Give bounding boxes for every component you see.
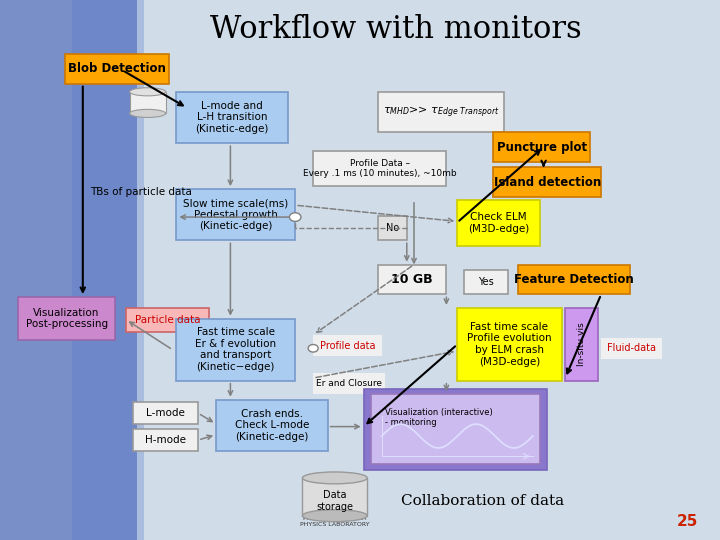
Text: Feature Detection: Feature Detection <box>514 273 634 286</box>
Bar <box>601 338 662 359</box>
Bar <box>133 402 198 424</box>
Text: 25: 25 <box>677 514 698 529</box>
Circle shape <box>308 345 318 352</box>
Bar <box>176 189 295 240</box>
Bar <box>493 132 590 162</box>
Text: Workflow with monitors: Workflow with monitors <box>210 14 582 45</box>
Bar <box>493 167 601 197</box>
Text: L-mode: L-mode <box>146 408 185 418</box>
Bar <box>72 0 144 540</box>
Text: Er and Closure: Er and Closure <box>316 379 382 388</box>
Bar <box>378 92 504 132</box>
Bar <box>176 319 295 381</box>
Text: Collaboration of data: Collaboration of data <box>401 494 564 508</box>
Bar <box>65 54 169 84</box>
Bar <box>364 389 547 470</box>
Bar <box>518 265 630 294</box>
Ellipse shape <box>130 87 166 96</box>
Text: H-mode: H-mode <box>145 435 186 445</box>
Ellipse shape <box>302 510 367 522</box>
Bar <box>403 486 562 516</box>
Text: Profile Data –
Every .1 ms (10 minutes), ~10mb: Profile Data – Every .1 ms (10 minutes),… <box>303 159 456 178</box>
Text: Fluid-data: Fluid-data <box>607 343 657 353</box>
Bar <box>313 335 382 356</box>
Text: Puncture plot: Puncture plot <box>497 140 587 154</box>
Text: Island detection: Island detection <box>494 176 600 189</box>
Bar <box>133 429 198 451</box>
Text: Data
storage: Data storage <box>316 490 354 512</box>
Text: TBs of particle data: TBs of particle data <box>90 187 192 197</box>
Bar <box>565 308 598 381</box>
Text: Profile data: Profile data <box>320 341 375 350</box>
Text: Check ELM
(M3D-edge): Check ELM (M3D-edge) <box>468 212 529 233</box>
Bar <box>378 216 407 240</box>
Circle shape <box>289 213 301 221</box>
Bar <box>302 478 367 516</box>
Text: PPPL
PRINCETON PLASMA
PHYSICS LABORATORY: PPPL PRINCETON PLASMA PHYSICS LABORATORY <box>300 510 369 526</box>
Text: No: No <box>386 223 399 233</box>
Bar <box>313 373 385 394</box>
Text: L-mode and
L-H transition
(Kinetic-edge): L-mode and L-H transition (Kinetic-edge) <box>196 101 269 134</box>
Ellipse shape <box>130 109 166 117</box>
Text: Visualization
Post-processing: Visualization Post-processing <box>25 308 108 329</box>
Bar <box>378 265 446 294</box>
Text: Fast time scale
Profile evolution
by ELM crash
(M3D-edge): Fast time scale Profile evolution by ELM… <box>467 322 552 367</box>
Bar <box>313 151 446 186</box>
Bar <box>176 92 288 143</box>
Text: 10 GB: 10 GB <box>392 273 433 286</box>
Bar <box>130 92 166 113</box>
Bar <box>457 200 540 246</box>
Bar <box>216 400 328 451</box>
Ellipse shape <box>302 472 367 484</box>
Text: Visualization (interactive)
- monitoring: Visualization (interactive) - monitoring <box>385 408 493 427</box>
Bar <box>126 308 209 332</box>
Text: Blob Detection: Blob Detection <box>68 62 166 76</box>
Text: Particle data: Particle data <box>135 315 200 325</box>
Bar <box>371 394 540 464</box>
Text: $\tau_{MHD}$>> $\tau_{Edge\ Transport}$: $\tau_{MHD}$>> $\tau_{Edge\ Transport}$ <box>383 104 499 120</box>
Text: Yes: Yes <box>478 277 494 287</box>
Text: In-situ vis: In-situ vis <box>577 322 586 366</box>
Bar <box>457 308 562 381</box>
Text: Fast time scale
Er & f evolution
and transport
(Kinetic−edge): Fast time scale Er & f evolution and tra… <box>195 327 276 372</box>
Bar <box>464 270 508 294</box>
Bar <box>18 297 115 340</box>
Text: Crash ends.
Check L-mode
(Kinetic-edge): Crash ends. Check L-mode (Kinetic-edge) <box>235 409 309 442</box>
Text: Slow time scale(ms)
Pedestal growth
(Kinetic-edge): Slow time scale(ms) Pedestal growth (Kin… <box>183 198 289 231</box>
Bar <box>0 0 137 540</box>
